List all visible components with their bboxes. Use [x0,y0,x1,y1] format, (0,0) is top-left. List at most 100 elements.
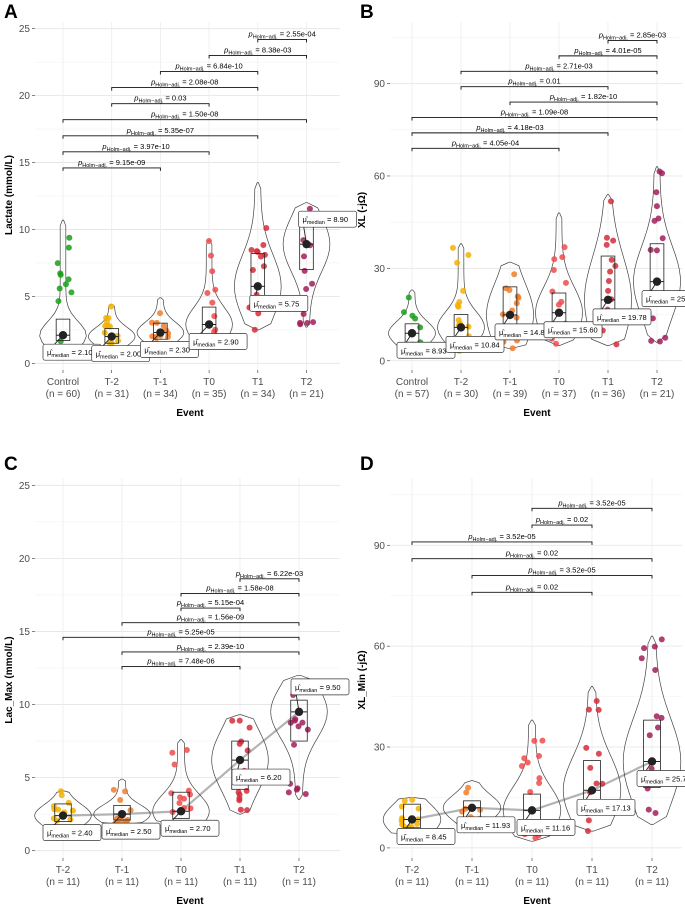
data-point [400,309,407,316]
y-tick-label: 0 [24,359,30,370]
data-point [304,726,311,733]
x-tick-label: T-2 [56,865,71,876]
data-point [612,262,619,269]
x-tick-label: T-1 [153,377,168,388]
box-iqr [231,740,249,790]
comparison-bracket [62,636,300,641]
data-point [653,189,660,196]
data-point [449,244,456,251]
y-tick-label: 0 [24,846,30,857]
comparison-pvalue: pHolm−adj. = 6.22e-03 [235,569,303,580]
x-tick-n-label: (n = 11) [455,877,489,888]
median-label: μ̂median = 2.50 [106,827,152,838]
data-point [297,319,304,326]
comparison-pvalue: pHolm−adj. = 3.52e-05 [527,566,595,577]
comparison-pvalue: pHolm−adj. = 0.02 [505,582,558,593]
comparison-bracket [239,578,300,582]
comparison-pvalue: pHolm−adj. = 4.01e-05 [573,46,641,57]
data-point [607,198,614,205]
comparison-pvalue: pHolm−adj. = 5.15e-04 [176,598,244,609]
median-label: μ̂median = 8.93 [401,346,447,357]
x-tick-n-label: (n = 57) [395,389,430,400]
violin-shape [535,212,583,346]
x-tick-label: T-2 [104,377,119,388]
data-point [652,810,659,817]
panel-d-xlabel: Event [523,896,551,906]
data-point [236,717,243,724]
comparison-pvalue: pHolm−adj. = 0.01 [507,77,560,88]
comparison-pvalue: pHolm−adj. = 3.52e-05 [557,498,625,509]
data-point [160,323,167,330]
comparison-bracket [460,86,609,90]
y-tick-label: 25 [19,481,31,492]
violin-shape [502,719,562,842]
y-tick-label: 15 [19,158,31,169]
comparison-pvalue: pHolm−adj. = 5.25e-05 [146,627,214,638]
data-point [157,310,164,317]
panel-letter-b: B [360,2,374,23]
data-point [409,796,416,803]
comparison-pvalue: pHolm−adj. = 7.48e-06 [146,657,214,668]
comparison-bracket [411,117,658,121]
data-point [168,790,175,797]
data-point [285,789,292,796]
panel-b-xlabel: Event [523,408,551,419]
data-point [465,323,472,330]
data-point [183,747,190,754]
data-point [644,785,651,792]
data-point [263,225,270,232]
x-tick-label: Control [47,377,79,388]
data-point [648,337,655,344]
comparison-pvalue: pHolm−adj. = 0.03 [133,94,186,105]
comparison-pvalue: pHolm−adj. = 1.58e-08 [205,583,273,594]
x-tick-label: T-1 [115,865,130,876]
data-point [110,786,117,793]
data-point [514,293,521,300]
data-point [171,761,178,768]
data-point [562,279,569,286]
data-point [651,643,658,650]
comparison-bracket [121,666,241,670]
data-point [212,326,219,333]
data-point [68,289,75,296]
y-tick-label: 20 [19,554,31,565]
x-tick-label: T-1 [465,865,480,876]
data-point [656,338,663,345]
data-point [176,799,183,806]
median-dot [652,277,662,286]
median-label: μ̂median = 9.50 [295,683,341,694]
comparison-pvalue: pHolm−adj. = 8.38e-03 [223,45,291,56]
data-point [207,252,214,259]
data-point [122,788,129,795]
data-point [608,256,615,263]
violin-shape [633,166,681,343]
data-point [536,779,543,786]
data-point [536,752,543,759]
data-point [66,234,73,241]
data-point [454,259,461,266]
median-label: μ̂median = 14.89 [499,328,549,339]
data-point [187,805,194,812]
data-point [56,285,63,292]
data-point [531,737,538,744]
median-label-box [543,321,603,339]
comparison-pvalue: pHolm−adj. = 4.18e-03 [475,123,543,134]
data-point [521,755,528,762]
data-point [613,341,620,348]
data-point [238,738,245,745]
comparison-bracket [121,622,300,626]
data-point [658,636,665,643]
data-point [656,168,663,175]
data-point [553,340,560,347]
box-iqr [403,803,421,829]
data-point [524,759,531,766]
x-tick-n-label: (n = 37) [542,389,577,400]
box-iqr [113,804,131,821]
panel-letter-c: C [4,454,18,475]
x-tick-n-label: (n = 11) [223,877,257,888]
data-point [54,260,61,267]
data-point [185,787,192,794]
data-point [652,666,659,673]
data-point [463,789,470,796]
